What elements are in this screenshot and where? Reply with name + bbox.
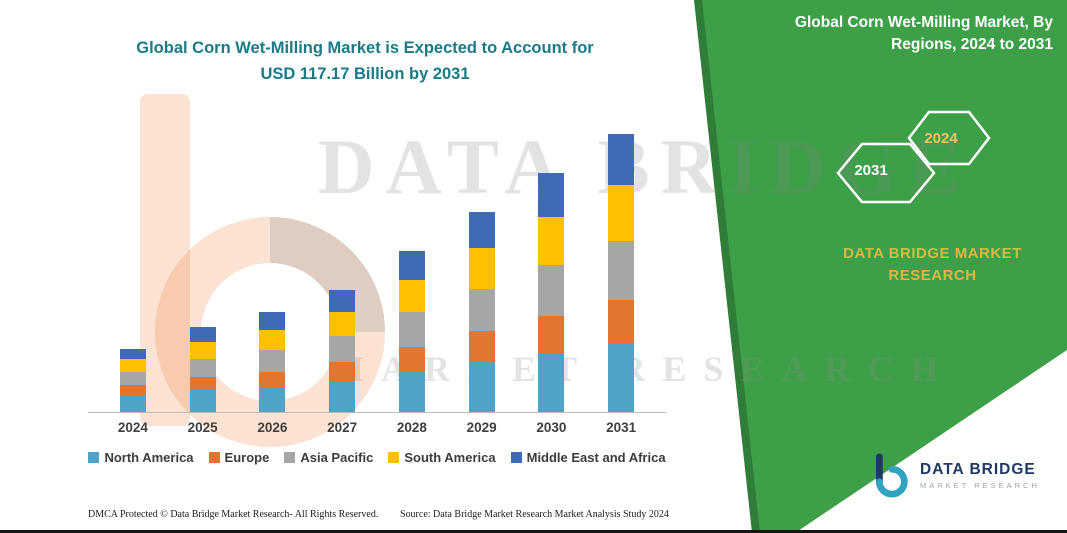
b-logo-watermark [140,94,385,447]
bar-2025 [189,327,216,412]
legend-label-middle-east-and-africa: Middle East and Africa [526,450,666,465]
bar-segment-north-america-2024 [119,394,146,412]
bar-segment-middle-east-and-africa-2029 [468,212,495,249]
bar-segment-asia-pacific-2027 [329,336,356,363]
bar-segment-europe-2031 [608,300,635,343]
brand-text-line1: DATA BRIDGE MARKET [843,245,1022,262]
bar-segment-south-america-2024 [119,358,146,372]
hexagon-2031-shape [836,142,936,204]
legend-item-asia-pacific: Asia Pacific [284,450,373,465]
x-label-2025: 2025 [187,420,218,435]
hexagon-year-2024: 2024 [924,130,958,147]
bar-segment-europe-2026 [259,371,286,388]
bar-segment-south-america-2025 [189,342,216,359]
databridge-logo: DATA BRIDGE MARKET RESEARCH [866,452,1040,498]
bar-segment-middle-east-and-africa-2031 [608,133,635,185]
bar-segment-middle-east-and-africa-2030 [538,173,565,218]
chart-legend: North America Europe Asia Pacific South Ame… [88,450,666,465]
legend-swatch-north-america [88,452,100,463]
plot-area [88,133,666,413]
bar-segment-middle-east-and-africa-2025 [189,327,216,343]
bar-segment-europe-2024 [119,384,146,395]
footer-dmca: DMCA Protected © Data Bridge Market Rese… [88,509,379,520]
legend-label-south-america: South America [404,450,496,465]
bar-segment-north-america-2031 [608,342,635,412]
logo-subtitle: MARKET RESEARCH [920,480,1040,490]
bar-segment-middle-east-and-africa-2026 [259,311,286,331]
hexagon-year-2031: 2031 [854,162,888,179]
x-label-2029: 2029 [466,420,497,435]
hexagon-years: 2031 2024 [812,106,992,210]
legend-swatch-asia-pacific [284,452,296,463]
bar-2027 [329,290,356,412]
legend-item-middle-east-and-africa: Middle East and Africa [510,450,666,465]
bar-segment-south-america-2029 [468,248,495,289]
x-label-2024: 2024 [117,420,148,435]
bar-2028 [398,251,425,412]
bar-segment-south-america-2031 [608,184,635,241]
bar-segment-north-america-2025 [189,389,216,412]
x-axis-labels: 2024 2025 2026 2027 2028 2029 2030 2031 [88,420,666,435]
x-label-2030: 2030 [536,420,567,435]
bar-segment-north-america-2029 [468,362,495,412]
x-label-2027: 2027 [327,420,358,435]
legend-label-north-america: North America [104,450,194,465]
bar-segment-asia-pacific-2031 [608,240,635,301]
footer-source: Source: Data Bridge Market Research Mark… [400,509,669,520]
bar-2029 [468,212,495,412]
bar-segment-south-america-2027 [329,312,356,337]
logo-title: DATA BRIDGE [920,460,1036,478]
green-panel-edge [694,0,760,530]
bar-segment-asia-pacific-2030 [538,264,565,316]
x-label-2031: 2031 [606,420,637,435]
bar-segment-asia-pacific-2026 [259,350,286,372]
brand-text: DATA BRIDGE MARKET RESEARCH [830,243,1035,287]
legend-label-europe: Europe [224,450,270,465]
bar-2026 [259,311,286,412]
databridge-logo-icon [876,453,908,498]
bar-segment-north-america-2027 [329,381,356,412]
bar-segment-north-america-2030 [538,352,565,412]
brand-text-line2: RESEARCH [888,266,977,284]
bar-2024 [119,348,146,412]
bar-segment-south-america-2028 [398,280,425,313]
bar-2031 [608,133,635,412]
legend-swatch-middle-east-and-africa [510,452,522,463]
x-label-2026: 2026 [257,420,288,435]
stacked-bar-chart: 2024 2025 2026 2027 2028 2029 2030 2031 North A… [88,133,666,465]
bar-segment-asia-pacific-2029 [468,288,495,332]
bar-segment-asia-pacific-2025 [189,358,216,377]
bar-segment-europe-2027 [329,362,356,382]
bar-segment-europe-2028 [398,346,425,372]
bar-segment-south-america-2030 [538,217,565,265]
bar-segment-south-america-2026 [259,330,286,351]
bar-segment-asia-pacific-2024 [119,371,146,385]
chart-title: Global Corn Wet-Milling Market is Expect… [100,36,630,87]
legend-item-north-america: North America [88,450,194,465]
bar-segment-middle-east-and-africa-2024 [119,348,146,359]
bar-segment-asia-pacific-2028 [398,312,425,347]
legend-swatch-europe [208,452,220,463]
chart-title-line1: Global Corn Wet-Milling Market is Expect… [136,39,594,57]
hexagon-outlines [836,110,991,204]
panel-heading: Global Corn Wet-Milling Market, By Regio… [794,14,1053,54]
legend-item-south-america: South America [388,450,496,465]
bar-segment-north-america-2028 [398,371,425,412]
chart-title-line2: USD 117.17 Billion by 2031 [260,64,470,83]
bar-2030 [538,173,565,412]
bar-segment-middle-east-and-africa-2028 [398,251,425,281]
bar-segment-europe-2025 [189,376,216,390]
legend-item-europe: Europe [208,450,270,465]
green-panel-shape [700,0,1067,530]
bar-segment-europe-2029 [468,331,495,363]
x-label-2028: 2028 [396,420,427,435]
bar-segment-europe-2030 [538,315,565,353]
bar-segment-middle-east-and-africa-2027 [329,290,356,313]
legend-swatch-south-america [388,452,400,463]
bar-segment-north-america-2026 [259,387,286,412]
hexagon-2024-shape [907,110,991,166]
legend-label-asia-pacific: Asia Pacific [300,450,374,465]
